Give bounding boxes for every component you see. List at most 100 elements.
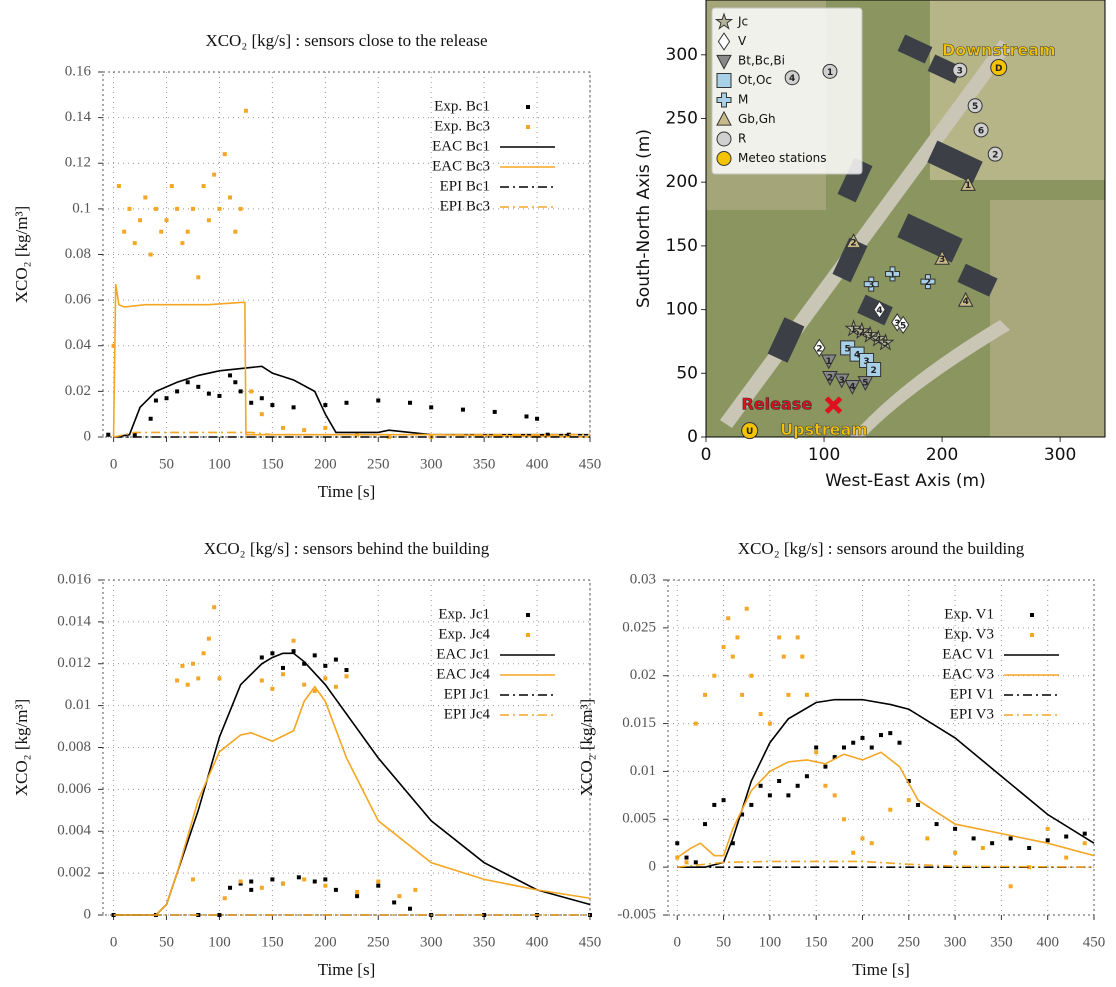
data-point bbox=[165, 218, 169, 222]
data-point bbox=[281, 666, 285, 670]
y-tick-label: 0.1 bbox=[72, 200, 91, 216]
y-tick-label: 50 bbox=[676, 363, 698, 383]
legend-box bbox=[712, 8, 862, 174]
x-tick-label: 250 bbox=[898, 934, 921, 950]
legend-label: Exp. Bc1 bbox=[434, 98, 490, 114]
legend-swatch bbox=[526, 633, 530, 637]
data-point bbox=[768, 793, 772, 797]
data-point bbox=[191, 877, 195, 881]
data-point bbox=[694, 722, 698, 726]
data-point bbox=[202, 184, 206, 188]
data-point bbox=[228, 373, 232, 377]
legend-label: Exp. Jc4 bbox=[438, 626, 490, 642]
data-point bbox=[249, 888, 253, 892]
legend-label: EPI Jc4 bbox=[444, 706, 491, 722]
point-label: 2 bbox=[992, 151, 998, 161]
data-point bbox=[722, 645, 726, 649]
y-tick-label: 0.08 bbox=[65, 246, 91, 262]
y-tick-label: 0.015 bbox=[622, 715, 656, 731]
x-tick-label: 400 bbox=[526, 456, 549, 472]
point-label: 4 bbox=[789, 74, 795, 84]
data-point bbox=[953, 851, 957, 855]
x-tick-label: 400 bbox=[1036, 934, 1059, 950]
data-point bbox=[270, 687, 274, 691]
data-point bbox=[196, 275, 200, 279]
point-label: 1 bbox=[826, 357, 832, 367]
y-tick-label: 0.16 bbox=[65, 63, 92, 79]
data-point bbox=[334, 685, 338, 689]
legend-swatch bbox=[526, 125, 530, 129]
data-point bbox=[990, 841, 994, 845]
x-tick-label: 300 bbox=[944, 934, 967, 950]
data-point bbox=[175, 207, 179, 211]
legend-label: Exp. Jc1 bbox=[438, 606, 490, 622]
data-point bbox=[292, 405, 296, 409]
y-axis-label: XCO₂ [kg/m³] bbox=[12, 699, 31, 796]
data-point bbox=[186, 230, 190, 234]
legend-label: V bbox=[738, 34, 747, 48]
data-point bbox=[117, 184, 121, 188]
map-point: U bbox=[742, 423, 758, 439]
point-label: 3 bbox=[868, 281, 874, 291]
data-point bbox=[334, 658, 338, 662]
data-point bbox=[1064, 856, 1068, 860]
legend-label: Exp. Bc3 bbox=[434, 118, 490, 134]
data-point bbox=[1009, 884, 1013, 888]
data-point bbox=[712, 803, 716, 807]
map-point: 4 bbox=[785, 71, 799, 85]
point-label: 2 bbox=[925, 278, 931, 288]
data-point bbox=[355, 894, 359, 898]
data-point bbox=[260, 396, 264, 400]
legend-label: M bbox=[738, 93, 748, 107]
data-point bbox=[233, 230, 237, 234]
y-tick-label: 100 bbox=[666, 300, 698, 320]
data-point bbox=[870, 841, 874, 845]
legend-label: Jc bbox=[737, 15, 748, 29]
legend-label: Meteo stations bbox=[738, 151, 827, 165]
data-point bbox=[814, 746, 818, 750]
data-point bbox=[851, 741, 855, 745]
data-point bbox=[323, 426, 327, 430]
data-point bbox=[1083, 841, 1087, 845]
x-tick-label: 100 bbox=[759, 934, 782, 950]
data-point bbox=[796, 784, 800, 788]
y-tick-label: 0.02 bbox=[65, 383, 91, 399]
data-point bbox=[726, 616, 730, 620]
y-tick-label: 0.002 bbox=[57, 865, 91, 881]
data-point bbox=[392, 900, 396, 904]
data-point bbox=[376, 399, 380, 403]
x-tick-label: 50 bbox=[159, 934, 174, 950]
point-label: 4 bbox=[963, 297, 969, 307]
x-tick-label: 50 bbox=[716, 934, 731, 950]
data-point bbox=[1027, 846, 1031, 850]
data-point bbox=[334, 888, 338, 892]
series-line bbox=[677, 752, 1094, 857]
x-tick-label: 200 bbox=[926, 445, 958, 465]
data-point bbox=[782, 655, 786, 659]
legend-swatch bbox=[526, 105, 530, 109]
data-point bbox=[149, 253, 153, 257]
data-point bbox=[249, 389, 253, 393]
data-point bbox=[196, 676, 200, 680]
x-tick-label: 350 bbox=[473, 934, 496, 950]
data-point bbox=[244, 109, 248, 113]
data-point bbox=[786, 793, 790, 797]
data-point bbox=[323, 877, 327, 881]
data-point bbox=[735, 635, 739, 639]
series-line bbox=[114, 366, 590, 437]
data-point bbox=[323, 884, 327, 888]
data-point bbox=[196, 385, 200, 389]
y-tick-label: 0.005 bbox=[622, 811, 656, 827]
data-point bbox=[814, 750, 818, 754]
data-point bbox=[143, 195, 147, 199]
y-tick-label: 0.01 bbox=[630, 763, 656, 779]
data-point bbox=[870, 746, 874, 750]
data-point bbox=[898, 741, 902, 745]
x-tick-label: 200 bbox=[314, 934, 337, 950]
data-point bbox=[888, 808, 892, 812]
legend-swatch bbox=[1030, 633, 1034, 637]
data-point bbox=[281, 882, 285, 886]
legend-swatch bbox=[1030, 613, 1034, 617]
y-tick-label: 0.008 bbox=[57, 739, 91, 755]
point-label: 3 bbox=[957, 67, 963, 77]
